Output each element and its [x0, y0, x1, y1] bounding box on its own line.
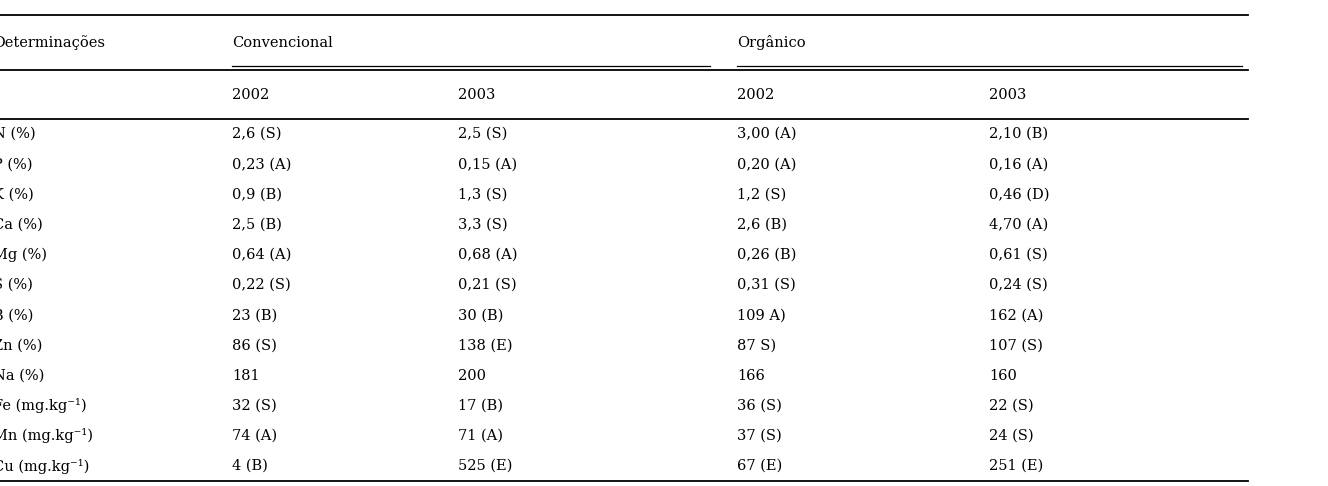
- Text: 3,3 (S): 3,3 (S): [458, 218, 507, 232]
- Text: 107 (S): 107 (S): [989, 338, 1044, 352]
- Text: 36 (S): 36 (S): [737, 399, 782, 413]
- Text: N (%): N (%): [0, 127, 36, 141]
- Text: 86 (S): 86 (S): [232, 338, 278, 352]
- Text: 74 (A): 74 (A): [232, 429, 278, 443]
- Text: 0,16 (A): 0,16 (A): [989, 157, 1049, 172]
- Text: 2,5 (B): 2,5 (B): [232, 218, 283, 232]
- Text: 181: 181: [232, 368, 260, 382]
- Text: Zn (%): Zn (%): [0, 338, 42, 352]
- Text: 4,70 (A): 4,70 (A): [989, 218, 1049, 232]
- Text: 32 (S): 32 (S): [232, 399, 278, 413]
- Text: 0,61 (S): 0,61 (S): [989, 248, 1048, 262]
- Text: P (%): P (%): [0, 157, 33, 172]
- Text: 2,10 (B): 2,10 (B): [989, 127, 1049, 141]
- Text: 0,24 (S): 0,24 (S): [989, 278, 1048, 292]
- Text: 0,23 (A): 0,23 (A): [232, 157, 292, 172]
- Text: Ca (%): Ca (%): [0, 218, 42, 232]
- Text: 2003: 2003: [458, 88, 495, 102]
- Text: 0,9 (B): 0,9 (B): [232, 188, 283, 202]
- Text: 22 (S): 22 (S): [989, 399, 1035, 413]
- Text: 2002: 2002: [232, 88, 270, 102]
- Text: 2,5 (S): 2,5 (S): [458, 127, 507, 141]
- Text: Cu (mg.kg⁻¹): Cu (mg.kg⁻¹): [0, 459, 90, 473]
- Text: 87 S): 87 S): [737, 338, 776, 352]
- Text: 2003: 2003: [989, 88, 1027, 102]
- Text: Determinações: Determinações: [0, 35, 105, 50]
- Text: 2,6 (B): 2,6 (B): [737, 218, 788, 232]
- Text: 0,21 (S): 0,21 (S): [458, 278, 517, 292]
- Text: 0,20 (A): 0,20 (A): [737, 157, 797, 172]
- Text: 24 (S): 24 (S): [989, 429, 1035, 443]
- Text: 23 (B): 23 (B): [232, 308, 278, 322]
- Text: 162 (A): 162 (A): [989, 308, 1044, 322]
- Text: S (%): S (%): [0, 278, 33, 292]
- Text: 160: 160: [989, 368, 1017, 382]
- Text: 1,2 (S): 1,2 (S): [737, 188, 786, 202]
- Text: K (%): K (%): [0, 188, 35, 202]
- Text: Mn (mg.kg⁻¹): Mn (mg.kg⁻¹): [0, 428, 93, 443]
- Text: 0,15 (A): 0,15 (A): [458, 157, 518, 172]
- Text: 0,31 (S): 0,31 (S): [737, 278, 795, 292]
- Text: Fe (mg.kg⁻¹): Fe (mg.kg⁻¹): [0, 398, 88, 413]
- Text: 0,68 (A): 0,68 (A): [458, 248, 518, 262]
- Text: 2002: 2002: [737, 88, 774, 102]
- Text: 109 A): 109 A): [737, 308, 786, 322]
- Text: 1,3 (S): 1,3 (S): [458, 188, 507, 202]
- Text: 0,26 (B): 0,26 (B): [737, 248, 797, 262]
- Text: 17 (B): 17 (B): [458, 399, 503, 413]
- Text: 525 (E): 525 (E): [458, 459, 513, 473]
- Text: 2,6 (S): 2,6 (S): [232, 127, 282, 141]
- Text: 37 (S): 37 (S): [737, 429, 782, 443]
- Text: Na (%): Na (%): [0, 368, 45, 382]
- Text: 30 (B): 30 (B): [458, 308, 503, 322]
- Text: 71 (A): 71 (A): [458, 429, 503, 443]
- Text: Convencional: Convencional: [232, 35, 333, 50]
- Text: 138 (E): 138 (E): [458, 338, 513, 352]
- Text: Orgânico: Orgânico: [737, 35, 806, 50]
- Text: 4 (B): 4 (B): [232, 459, 268, 473]
- Text: 0,22 (S): 0,22 (S): [232, 278, 291, 292]
- Text: 166: 166: [737, 368, 765, 382]
- Text: 0,46 (D): 0,46 (D): [989, 188, 1050, 202]
- Text: B (%): B (%): [0, 308, 33, 322]
- Text: 67 (E): 67 (E): [737, 459, 782, 473]
- Text: Mg (%): Mg (%): [0, 248, 48, 262]
- Text: 200: 200: [458, 368, 486, 382]
- Text: 3,00 (A): 3,00 (A): [737, 127, 797, 141]
- Text: 251 (E): 251 (E): [989, 459, 1044, 473]
- Text: 0,64 (A): 0,64 (A): [232, 248, 292, 262]
